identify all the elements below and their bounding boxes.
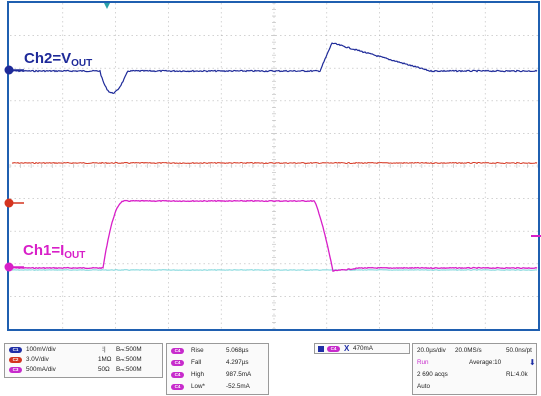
ch1-trace bbox=[11, 199, 538, 272]
trigger-mode[interactable]: Auto bbox=[417, 383, 430, 390]
timebase-panel[interactable]: 20.0µs/div 20.0MS/s 50.0ns/pt Run Averag… bbox=[412, 343, 537, 395]
measurement-value: 987.5mA bbox=[226, 371, 252, 378]
measurement-value: 5.068µs bbox=[226, 347, 249, 354]
measurement-source-badge[interactable]: C4 bbox=[171, 372, 184, 378]
measurement-source-badge[interactable]: C4 bbox=[171, 348, 184, 354]
measurement-name: Fall bbox=[191, 359, 202, 366]
record-length: RL:4.0k bbox=[506, 371, 528, 378]
cursor-icon bbox=[318, 346, 324, 352]
channel-settings-panel[interactable]: C1 100mV/div ⁝| Bₘ:500M C2 3.0V/div 1MΩ … bbox=[4, 343, 163, 378]
ch1-ground-marker[interactable] bbox=[4, 262, 14, 272]
channel-bandwidth: Bₘ:500M bbox=[116, 346, 142, 353]
channel-coupling: 50Ω bbox=[98, 366, 110, 373]
trigger-position-marker[interactable] bbox=[104, 3, 110, 9]
channel-scale: 3.0V/div bbox=[26, 356, 49, 363]
ch2-ground-marker[interactable] bbox=[4, 65, 14, 75]
channel-badge[interactable]: C2 bbox=[9, 357, 22, 363]
status-bar: C1 100mV/div ⁝| Bₘ:500M C2 3.0V/div 1MΩ … bbox=[0, 341, 541, 396]
ch3-trace bbox=[11, 161, 538, 165]
measurement-source-badge[interactable]: C4 bbox=[171, 384, 184, 390]
measurement-value: -52.5mA bbox=[226, 383, 250, 390]
measurement-name: Low* bbox=[191, 383, 206, 390]
reference-trace bbox=[11, 269, 538, 271]
waveform-display bbox=[0, 0, 541, 340]
ch2-trace-label: Ch2=VOUT bbox=[24, 50, 93, 69]
channel-badge[interactable]: C3 bbox=[9, 367, 22, 373]
channel-bandwidth: Bₘ:500M bbox=[116, 366, 142, 373]
cursor-value: 470mA bbox=[353, 345, 373, 352]
graticule-background bbox=[0, 0, 541, 340]
trigger-slope-down-icon[interactable]: ⬇ bbox=[529, 358, 536, 367]
ch3-ground-marker[interactable] bbox=[4, 198, 14, 208]
cursor-readout-panel[interactable]: C4 X 470mA bbox=[314, 343, 410, 354]
horizontal-scale: 20.0µs/div bbox=[417, 347, 446, 354]
measurement-value: 4.297µs bbox=[226, 359, 249, 366]
cursor-source-badge[interactable]: C4 bbox=[327, 346, 340, 352]
cursor-x-symbol: X bbox=[344, 344, 350, 353]
channel-bandwidth: Bₘ:500M bbox=[116, 356, 142, 363]
run-state[interactable]: Run bbox=[417, 359, 429, 366]
resolution: 50.0ns/pt bbox=[506, 347, 532, 354]
acquisition-count: 2 690 acqs bbox=[417, 371, 448, 378]
scope-display: Ch2=VOUT Ch1=IOUT bbox=[0, 0, 541, 340]
measurement-name: Rise bbox=[191, 347, 204, 354]
channel-coupling: 1MΩ bbox=[98, 356, 112, 363]
measurement-name: High bbox=[191, 371, 204, 378]
channel-badge[interactable]: C1 bbox=[9, 347, 22, 353]
channel-coupling: ⁝| bbox=[102, 346, 106, 353]
ch1-trace-label: Ch1=IOUT bbox=[23, 242, 86, 261]
measurement-source-badge[interactable]: C4 bbox=[171, 360, 184, 366]
averaging: Average:10 bbox=[469, 359, 502, 366]
channel-scale: 500mA/div bbox=[26, 366, 56, 373]
sample-rate: 20.0MS/s bbox=[455, 347, 482, 354]
ch2-trace bbox=[11, 42, 538, 94]
measurements-panel[interactable]: C4 Rise 5.068µs C4 Fall 4.297µs C4 High … bbox=[166, 343, 269, 395]
channel-scale: 100mV/div bbox=[26, 346, 56, 353]
graticule-border bbox=[7, 1, 540, 331]
graticule-grid bbox=[9, 2, 539, 330]
